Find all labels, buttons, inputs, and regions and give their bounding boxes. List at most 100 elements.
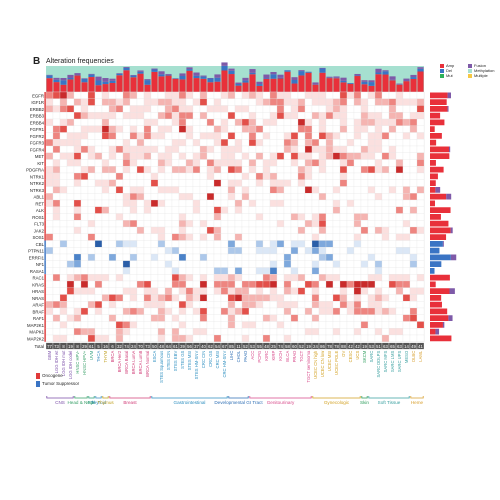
heat-cell [115, 152, 124, 160]
heat-cell [157, 328, 166, 336]
heat-cell [367, 321, 376, 329]
heat-cell [143, 112, 152, 120]
heat-cell [325, 199, 334, 207]
heat-cell [171, 213, 180, 221]
heat-cell [381, 145, 390, 153]
heat-cell [80, 186, 89, 194]
heat-cell [192, 193, 201, 201]
heat-cell [94, 172, 103, 180]
heat-cell [353, 112, 362, 120]
column-label: PAAD [243, 351, 248, 362]
heat-cell [269, 226, 278, 234]
heat-cell [255, 152, 264, 160]
heat-cell [171, 321, 180, 329]
top-bar-fusion [53, 77, 60, 80]
heat-cell [395, 226, 404, 234]
heat-cell [213, 334, 222, 342]
heat-cell [73, 112, 82, 120]
heat-cell [276, 186, 285, 194]
heat-cell [73, 179, 82, 187]
gene-type-marker [44, 105, 46, 113]
gene-label: KIT [37, 161, 44, 166]
total-value: 56 [187, 344, 192, 349]
heat-cell [416, 206, 425, 214]
heat-cell [346, 328, 355, 336]
heat-cell [409, 247, 418, 255]
heat-cell [192, 125, 201, 133]
top-bar-amp [95, 85, 102, 92]
top-bar-del [46, 75, 53, 79]
heat-cell [346, 240, 355, 248]
heat-cell [381, 159, 390, 167]
heat-cell [416, 328, 425, 336]
heat-cell [255, 186, 264, 194]
heat-cell [108, 240, 117, 248]
heat-cell [290, 172, 299, 180]
heat-cell [52, 301, 61, 309]
gene-label: MET [35, 154, 44, 159]
heat-cell [143, 172, 152, 180]
top-bar-del [298, 71, 305, 76]
heat-cell [185, 145, 194, 153]
heat-cell [45, 91, 54, 99]
heat-cell [136, 125, 145, 133]
heat-cell [59, 166, 68, 174]
heat-cell [206, 321, 215, 329]
heat-cell [157, 307, 166, 315]
gene-type-marker [44, 146, 46, 153]
heat-cell [297, 220, 306, 228]
heat-cell [115, 301, 124, 309]
side-bar [430, 268, 435, 274]
heat-cell [276, 132, 285, 140]
heat-cell [143, 314, 152, 322]
heat-cell [185, 98, 194, 106]
heat-cell [262, 105, 271, 113]
heat-cell [374, 206, 383, 214]
heat-cell [122, 112, 131, 120]
heat-cell [143, 301, 152, 309]
heat-cell [73, 98, 82, 106]
heat-cell [164, 307, 173, 315]
heat-cell [136, 206, 145, 214]
heat-cell [157, 145, 166, 153]
heat-cell [122, 280, 131, 288]
heat-cell [227, 321, 236, 329]
heat-cell [164, 186, 173, 194]
side-bar-fusion [447, 106, 449, 112]
heat-cell [136, 233, 145, 241]
heat-cell [234, 267, 243, 275]
heat-cell [185, 328, 194, 336]
top-bar-amp [382, 74, 389, 92]
top-bar-del [221, 65, 228, 71]
heat-cell [59, 132, 68, 140]
heat-cell [360, 280, 369, 288]
heat-cell [52, 307, 61, 315]
top-bar-fusion [382, 70, 389, 72]
heat-cell [101, 267, 110, 275]
heat-cell [234, 98, 243, 106]
gene-label: ERRFI1 [29, 255, 45, 260]
group-bracket [361, 396, 368, 399]
heat-cell [241, 105, 250, 113]
heat-cell [122, 186, 131, 194]
heat-cell [325, 260, 334, 268]
heat-cell [136, 179, 145, 187]
heat-cell [262, 206, 271, 214]
gene-type-marker [44, 173, 46, 180]
heat-cell [311, 240, 320, 248]
heat-cell [332, 220, 341, 228]
top-bar-del [284, 70, 291, 72]
heat-cell [143, 280, 152, 288]
heat-cell [381, 328, 390, 336]
heat-cell [283, 240, 292, 248]
heat-cell [115, 179, 124, 187]
heat-cell [87, 287, 96, 295]
top-bar-fusion [116, 73, 123, 74]
heat-cell [73, 125, 82, 133]
heat-cell [304, 145, 313, 153]
heat-cell [262, 301, 271, 309]
heat-cell [311, 206, 320, 214]
gene-label: ERBB3 [30, 114, 45, 119]
heat-cell [199, 213, 208, 221]
heat-cell [150, 274, 159, 282]
